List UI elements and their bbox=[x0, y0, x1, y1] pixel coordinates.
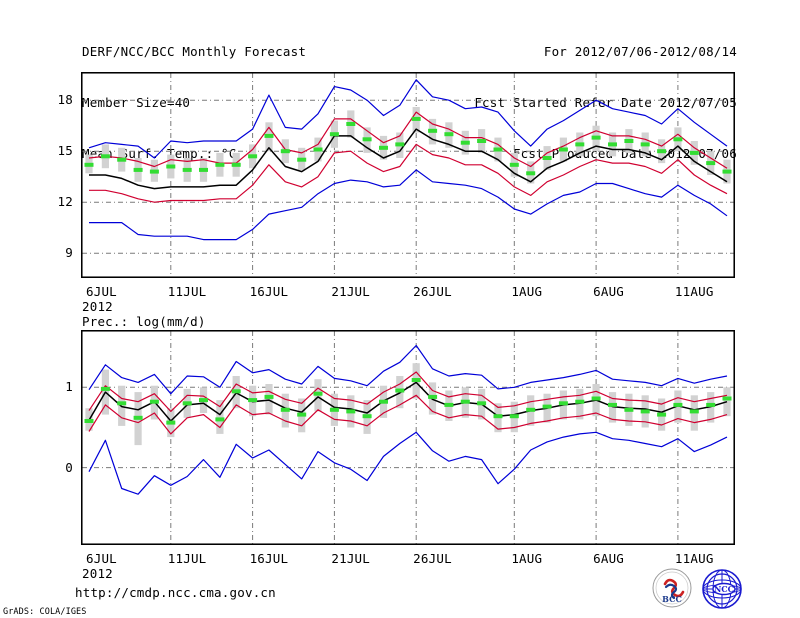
fcst-started-date-label: Fcst Started Refer Date 2012/07/05 bbox=[474, 95, 737, 110]
temperature-x-tick-16jul: 16JUL bbox=[249, 284, 289, 299]
temperature-x-tick-11jul: 11JUL bbox=[167, 284, 207, 299]
precipitation-x-tick-21jul: 21JUL bbox=[331, 551, 371, 566]
precipitation-x-tick-26jul: 26JUL bbox=[413, 551, 452, 566]
precipitation-x-tick-6jul: 6JUL bbox=[86, 551, 117, 566]
member-size-label: Member Size=40 bbox=[82, 95, 191, 110]
temperature-x-tick-21jul: 21JUL bbox=[331, 284, 371, 299]
precipitation-x-tick-16jul: 16JUL bbox=[249, 551, 289, 566]
precipitation-x-tick-11aug: 11AUG bbox=[674, 551, 714, 566]
temperature-x-tick-6jul: 6JUL bbox=[86, 284, 117, 299]
temperature-y-tick-9: 9 bbox=[65, 245, 73, 261]
precipitation-y-tick-1: 1 bbox=[65, 379, 73, 395]
precipitation-plot-area bbox=[81, 330, 735, 545]
chart-title: DERF/NCC/BCC Monthly Forecast bbox=[82, 44, 307, 59]
temperature-panel bbox=[81, 72, 735, 278]
forecast-period-label: For 2012/07/06-2012/08/14 bbox=[543, 44, 737, 59]
logo-group: BCC NCC bbox=[651, 568, 747, 610]
bcc-logo-icon: BCC bbox=[652, 568, 692, 608]
temperature-x-tick-1aug: 1AUG bbox=[511, 284, 543, 299]
precipitation-panel bbox=[81, 330, 735, 545]
header-left-block: DERF/NCC/BCC Monthly Forecast Member Siz… bbox=[82, 9, 306, 196]
precipitation-y-tick-0: 0 bbox=[65, 459, 73, 475]
temperature-x-tick-6aug: 6AUG bbox=[593, 284, 625, 299]
temperature-y-tick-12: 12 bbox=[57, 194, 73, 210]
svg-text:NCC: NCC bbox=[714, 584, 734, 594]
precipitation-x-tick-1aug: 1AUG bbox=[511, 551, 543, 566]
temperature-x-tick-26jul: 26JUL bbox=[413, 284, 452, 299]
precipitation-x-tick-6aug: 6AUG bbox=[593, 551, 625, 566]
temperature-y-tick-18: 18 bbox=[57, 92, 73, 108]
temperature-x-tick-11aug: 11AUG bbox=[674, 284, 714, 299]
temperature-plot-area bbox=[81, 72, 735, 278]
year-label-top: 2012 bbox=[82, 299, 113, 314]
temperature-y-tick-15: 15 bbox=[57, 143, 73, 159]
grads-credit: GrADS: COLA/IGES bbox=[3, 607, 87, 617]
precipitation-caption: Prec.: log(mm/d) bbox=[82, 314, 206, 329]
website-url[interactable]: http://cmdp.ncc.cma.gov.cn bbox=[75, 585, 276, 600]
precipitation-x-tick-11jul: 11JUL bbox=[167, 551, 207, 566]
year-label-bottom: 2012 bbox=[82, 566, 113, 581]
svg-text:BCC: BCC bbox=[662, 594, 682, 604]
ncc-logo-icon: NCC bbox=[702, 569, 742, 609]
